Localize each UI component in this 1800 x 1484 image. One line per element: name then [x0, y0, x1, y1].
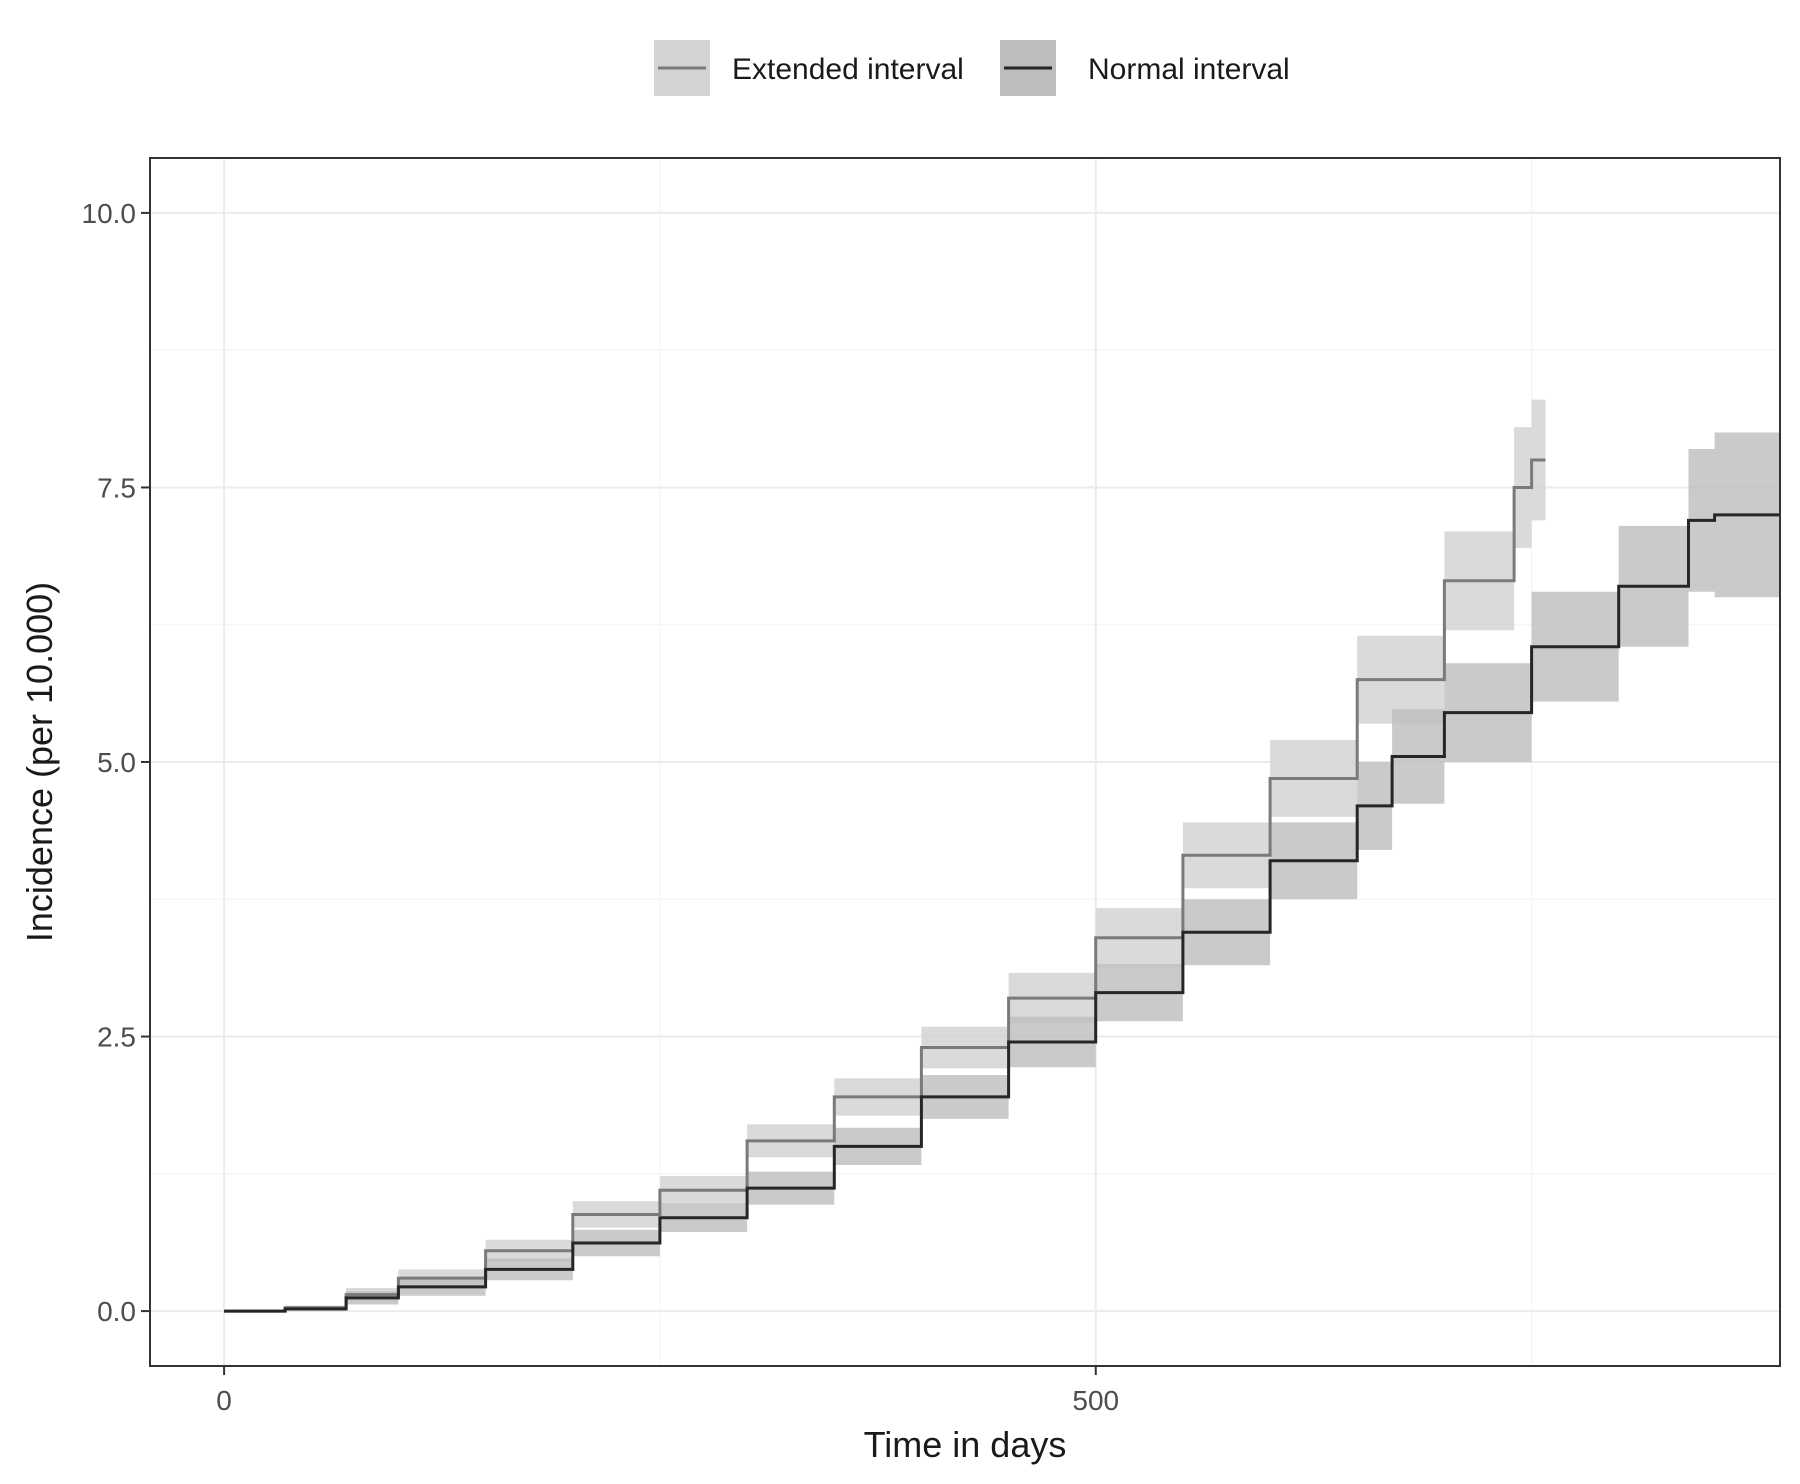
legend: Extended interval Normal interval: [654, 40, 1290, 96]
y-tick-label: 10.0: [82, 198, 137, 229]
legend-item-normal: Normal interval: [1000, 40, 1290, 96]
series-lines: [224, 458, 1780, 1313]
series-line-extended: [224, 458, 1546, 1313]
y-tick-label: 7.5: [97, 472, 136, 503]
legend-label-extended: Extended interval: [732, 53, 964, 86]
y-tick-label: 0.0: [97, 1296, 136, 1327]
x-axis-title: Time in days: [864, 1424, 1067, 1465]
y-tick-label: 2.5: [97, 1022, 136, 1053]
series-line-normal: [224, 513, 1780, 1313]
x-tick-label: 500: [1072, 1385, 1119, 1416]
x-tick-label: 0: [216, 1385, 232, 1416]
legend-label-normal: Normal interval: [1088, 53, 1290, 86]
y-axis-title: Incidence (per 10.000): [19, 582, 60, 942]
x-axis: 0 500: [216, 1366, 1119, 1416]
legend-item-extended: Extended interval: [654, 40, 964, 96]
y-axis: 0.0 2.5 5.0 7.5 10.0: [82, 198, 150, 1327]
y-tick-label: 5.0: [97, 747, 136, 778]
